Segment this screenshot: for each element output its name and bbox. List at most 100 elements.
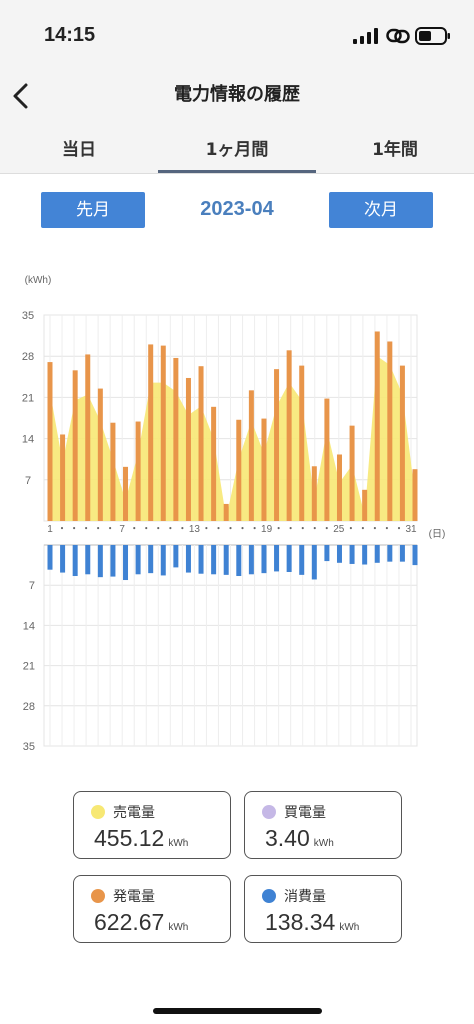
x-tick-label: ・	[213, 524, 223, 535]
generation-bar	[374, 331, 380, 521]
bottom-y-tick-label: 21	[23, 661, 35, 673]
legend-consumed-label: 消費量	[284, 889, 326, 905]
generation-bar	[236, 419, 242, 521]
consumption-bar	[72, 545, 78, 577]
consumption-bar	[110, 545, 116, 577]
chevron-left-icon	[13, 83, 28, 109]
generation-bar	[261, 418, 267, 521]
generation-bar	[349, 425, 355, 521]
consumption-bar	[211, 545, 217, 575]
page-title: 電力情報の履歴	[174, 84, 300, 105]
generation-bar	[135, 421, 141, 521]
generation-bar	[248, 390, 254, 521]
consumed-dot-icon	[262, 889, 276, 903]
x-tick-label: 31	[405, 524, 417, 535]
generation-bar	[286, 350, 292, 521]
home-indicator[interactable]	[153, 1008, 322, 1014]
x-tick-label: ・	[153, 524, 163, 535]
legend-bought-unit: kWh	[313, 838, 334, 849]
generation-bar	[198, 366, 204, 521]
period-tabs: 当日 1ヶ月間 1年間	[0, 125, 474, 174]
x-tick-label: ・	[310, 524, 320, 535]
top-y-tick-label: 35	[22, 310, 34, 322]
generation-bar	[336, 454, 342, 521]
legend-generated-label: 発電量	[113, 889, 155, 905]
legend-generated-unit: kWh	[168, 922, 189, 933]
consumption-bar	[248, 545, 254, 575]
sold-dot-icon	[91, 805, 105, 819]
top-y-tick-label: 21	[22, 392, 34, 404]
x-tick-label: ・	[370, 524, 380, 535]
tab-month[interactable]: 1ヶ月間	[158, 125, 316, 173]
next-month-button[interactable]: 次月	[329, 192, 433, 228]
x-tick-label: ・	[201, 524, 211, 535]
x-tick-label: ・	[394, 524, 404, 535]
consumption-bar	[311, 545, 317, 580]
legend-consumed: 消費量 138.34 kWh	[244, 875, 402, 943]
generation-bar	[185, 377, 191, 521]
consumption-bar	[148, 545, 154, 574]
signal-icon	[353, 28, 378, 44]
top-y-tick-label: 7	[25, 475, 31, 487]
generation-bar	[173, 357, 179, 521]
generation-bar	[211, 406, 217, 521]
consumption-bar	[173, 545, 179, 568]
bottom-y-tick-label: 35	[23, 741, 35, 753]
x-tick-label: 25	[333, 524, 345, 535]
x-tick-label: ・	[286, 524, 296, 535]
consumption-bar	[349, 545, 355, 564]
consumption-bar	[223, 545, 229, 575]
x-tick-label: ・	[129, 524, 139, 535]
x-tick-label: ・	[165, 524, 175, 535]
x-tick-label: ・	[298, 524, 308, 535]
generation-bar	[223, 503, 229, 521]
generation-bar	[123, 466, 129, 521]
generation-bar	[412, 469, 418, 521]
legend-consumed-unit: kWh	[339, 922, 360, 933]
x-tick-label: ・	[382, 524, 392, 535]
x-tick-label: ・	[226, 524, 236, 535]
consumption-bar	[160, 545, 166, 576]
tab-day[interactable]: 当日	[62, 140, 96, 160]
consumption-bar	[198, 545, 204, 574]
x-tick-label: ・	[358, 524, 368, 535]
legend-bought: 買電量 3.40 kWh	[244, 791, 402, 859]
x-tick-label: ・	[322, 524, 332, 535]
legend-generated: 発電量 622.67 kWh	[73, 875, 231, 943]
back-button[interactable]	[8, 78, 36, 114]
generation-bar	[110, 422, 116, 521]
legend-generated-value: 622.67	[94, 909, 165, 935]
legend-sold-unit: kWh	[168, 838, 189, 849]
status-bar: 14:15	[0, 0, 474, 70]
generation-bar	[311, 466, 317, 521]
consumption-bar	[123, 545, 129, 581]
bought-dot-icon	[262, 805, 276, 819]
consumption-bar	[299, 545, 305, 575]
consumption-bar	[236, 545, 242, 577]
legend-sold-label: 売電量	[113, 805, 155, 821]
x-tick-label: ・	[250, 524, 260, 535]
bottom-y-tick-label: 14	[23, 620, 35, 632]
status-time: 14:15	[44, 24, 96, 46]
consumption-bar	[374, 545, 380, 563]
x-unit-label: (日)	[429, 529, 446, 540]
legend-consumed-value-line: 138.34 kWh	[265, 909, 359, 936]
generation-bar	[97, 388, 103, 521]
generation-bar	[324, 398, 330, 521]
consumption-bar	[274, 545, 280, 572]
x-tick-label: 7	[119, 524, 125, 535]
consumption-bar	[412, 545, 418, 566]
tab-year[interactable]: 1年間	[372, 140, 418, 160]
generation-bar	[72, 370, 78, 521]
top-y-tick-label: 28	[22, 351, 34, 363]
generation-bar	[274, 369, 280, 521]
generated-dot-icon	[91, 889, 105, 903]
header: 電力情報の履歴	[0, 70, 474, 125]
consumption-bar	[135, 545, 141, 575]
x-tick-label: ・	[81, 524, 91, 535]
prev-month-button[interactable]: 先月	[41, 192, 145, 228]
consumption-bar	[399, 545, 405, 562]
x-tick-label: 1	[47, 524, 53, 535]
legend-bought-value: 3.40	[265, 825, 310, 851]
